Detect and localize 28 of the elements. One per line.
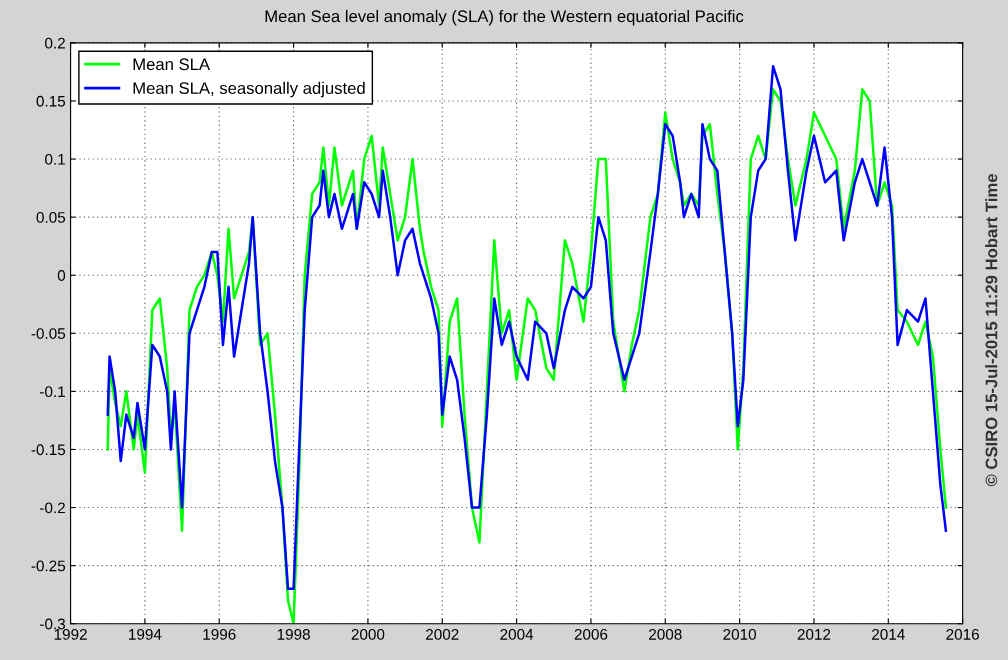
y-tick-label: 0	[57, 270, 66, 281]
y-tick-label: 0.1	[45, 153, 65, 165]
text: © CSIRO 15-Jul-2015 11:29 Hobart Time	[985, 174, 998, 487]
x-tick-label: 1992	[54, 628, 87, 640]
legend-label: Mean SLA	[133, 58, 211, 71]
x-tick-label: 2000	[351, 628, 385, 640]
y-tick-label: 0.2	[45, 37, 65, 49]
x-tick-label: 1994	[129, 628, 162, 640]
y-tick-label: -0.25	[31, 560, 66, 572]
x-tick-label: 2004	[500, 628, 534, 640]
x-tick-label: 2002	[426, 628, 459, 640]
x-tick-label: 2006	[574, 628, 608, 640]
x-tick-label: 2008	[649, 628, 682, 640]
y-tick-label: -0.15	[31, 444, 66, 456]
x-tick-label: 1996	[203, 628, 236, 640]
x-tick-label: 1998	[277, 628, 310, 640]
y-tick-label: 0.15	[36, 95, 66, 107]
y-tick-label: -0.05	[31, 328, 66, 339]
legend-label: Mean SLA, seasonally adjusted	[133, 81, 365, 98]
y-tick-label: 0.05	[36, 212, 66, 223]
y-tick-label: -0.1	[40, 386, 65, 398]
x-tick-label: 2010	[723, 628, 757, 640]
x-tick-label: 2016	[946, 628, 979, 640]
y-tick-label: -0.3	[40, 618, 66, 630]
x-tick-label: 2014	[872, 628, 905, 640]
y-tick-label: -0.2	[40, 502, 65, 514]
x-tick-label: 2012	[797, 628, 831, 640]
chart-title: Mean Sea level anomaly (SLA) for the Western equatorial Pacific	[265, 9, 744, 26]
